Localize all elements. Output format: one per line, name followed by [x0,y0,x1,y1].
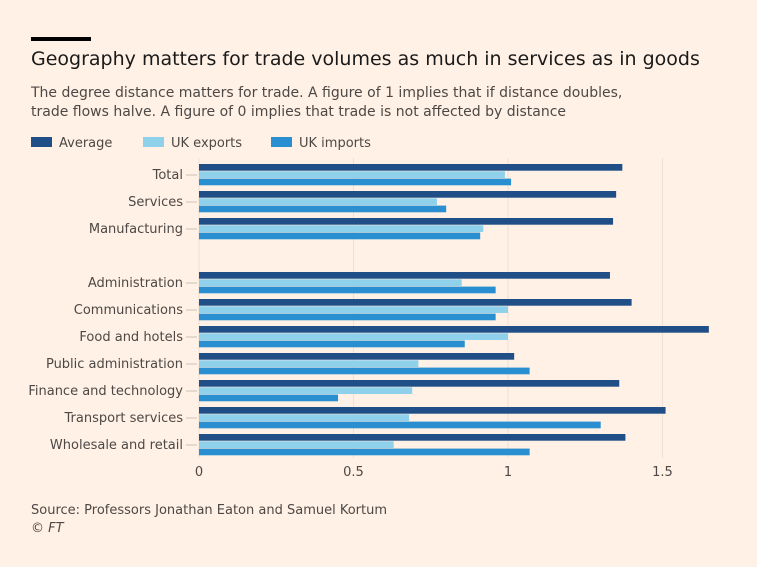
x-tick-label: 1.5 [652,465,673,480]
category-label: Total [152,168,183,183]
bar-uk-exports [199,225,484,232]
bar-uk-exports [199,414,410,421]
category-label: Public administration [46,357,183,372]
legend-label: UK exports [171,136,242,151]
category-label: Communications [74,303,183,318]
bar-uk-imports [199,394,339,402]
x-tick-label: 0 [195,465,203,480]
category-label: Manufacturing [89,222,183,237]
bar-average [199,191,617,198]
bar-uk-imports [199,340,465,348]
source-text: Source: Professors Jonathan Eaton and Sa… [31,503,388,518]
bar-uk-imports [199,286,496,294]
bar-average [199,326,709,333]
bar-average [199,434,626,441]
bar-uk-exports [199,441,394,448]
bar-uk-imports [199,205,447,213]
chart-title: Geography matters for trade volumes as m… [31,48,700,70]
bar-average [199,299,632,306]
bar-average [199,272,610,279]
category-label: Administration [88,276,183,291]
legend-swatch [271,137,292,147]
bar-uk-exports [199,198,437,205]
bar-uk-imports [199,178,512,186]
bar-uk-exports [199,387,413,394]
title-rule [31,37,91,41]
bar-uk-imports [199,313,496,321]
legend-label: UK imports [299,136,371,151]
bar-average [199,164,623,171]
chart-subtitle: The degree distance matters for trade. A… [31,85,623,120]
category-label: Food and hotels [79,330,183,345]
bar-uk-exports [199,306,508,313]
credit-text: © FT [31,521,64,536]
bar-average [199,380,620,387]
legend-label: Average [59,136,112,151]
bar-uk-exports [199,171,505,178]
bar-average [199,218,614,225]
bar-uk-imports [199,367,530,375]
bar-uk-exports [199,360,419,367]
bar-uk-exports [199,333,508,340]
category-label: Transport services [64,411,184,426]
bar-average [199,353,515,360]
bar-uk-exports [199,279,462,286]
bar-uk-imports [199,448,530,456]
category-label: Finance and technology [28,384,183,399]
source-note: Source: Professors Jonathan Eaton and Sa… [31,502,387,538]
legend-swatch [143,137,164,147]
x-tick-label: 1 [504,465,512,480]
category-label: Wholesale and retail [50,438,183,453]
legend-swatch [31,137,52,147]
category-label: Services [128,195,183,210]
bar-average [199,407,666,414]
x-tick-label: 0.5 [343,465,364,480]
bar-uk-imports [199,421,601,429]
bar-uk-imports [199,232,481,240]
